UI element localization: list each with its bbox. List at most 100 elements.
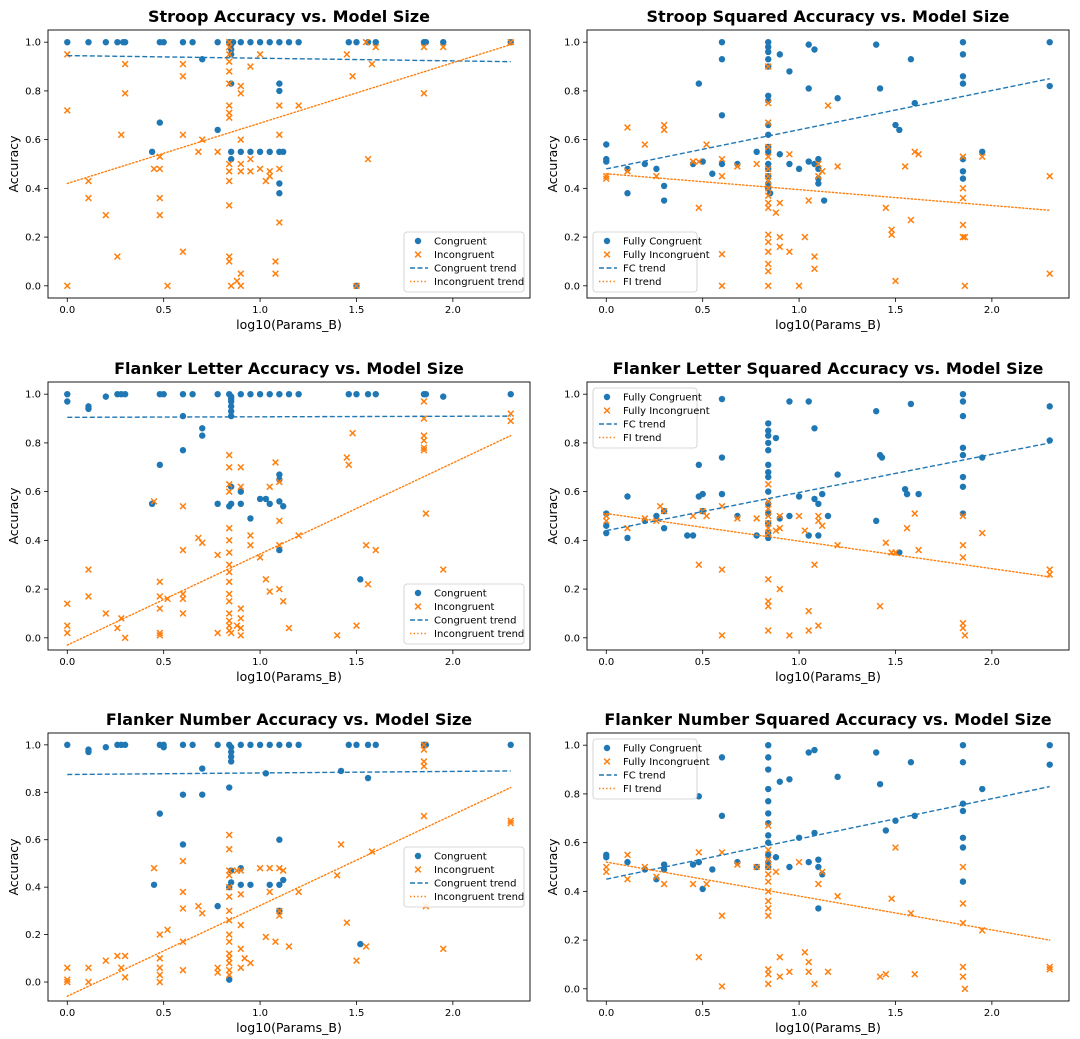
data-point: [241, 954, 249, 962]
data-point: [699, 490, 706, 498]
data-point: [811, 746, 818, 754]
data-point: [824, 512, 832, 520]
data-point: [795, 282, 803, 290]
data-point: [873, 41, 880, 48]
data-point: [225, 258, 233, 265]
data-point: [85, 964, 92, 972]
data-point: [237, 136, 245, 144]
data-point: [624, 875, 631, 883]
series-congruent: [64, 38, 514, 290]
data-point: [764, 165, 772, 173]
data-point: [795, 165, 803, 173]
legend-box: [592, 231, 698, 293]
y-tick-label: 0.0: [564, 984, 580, 995]
data-point: [811, 265, 818, 273]
data-point: [765, 754, 772, 761]
data-point: [876, 780, 884, 788]
data-point: [64, 390, 71, 398]
data-point: [805, 85, 812, 92]
data-point: [199, 765, 206, 772]
data-point: [959, 168, 967, 175]
legend-swatch: [414, 589, 422, 597]
data-point: [814, 160, 822, 168]
data-point: [227, 753, 235, 760]
data-point: [641, 515, 649, 522]
data-point: [882, 204, 890, 212]
data-point: [353, 282, 360, 290]
data-point: [440, 38, 447, 46]
data-point: [882, 539, 890, 547]
legend-label: Fully Incongruent: [623, 250, 710, 261]
data-point: [199, 425, 206, 432]
data-point: [718, 631, 726, 639]
y-tick-label: 0.0: [25, 978, 41, 989]
data-point: [364, 155, 372, 163]
data-point: [764, 897, 772, 905]
data-point: [811, 980, 818, 988]
data-point: [660, 507, 668, 515]
data-point: [765, 432, 772, 439]
data-point: [786, 512, 793, 520]
data-point: [901, 163, 909, 170]
data-point: [772, 209, 780, 217]
data-point: [959, 184, 967, 192]
data-point: [64, 38, 71, 46]
y-tick-label: 0.2: [564, 936, 580, 947]
data-point: [237, 89, 245, 97]
data-point: [372, 43, 380, 51]
data-point: [764, 980, 772, 988]
data-point: [834, 773, 841, 781]
data-point: [214, 500, 221, 508]
data-point: [237, 945, 245, 953]
data-point: [364, 38, 372, 46]
data-point: [266, 864, 274, 872]
data-point: [85, 566, 92, 574]
data-point: [237, 890, 245, 898]
data-point: [876, 973, 884, 981]
data-point: [703, 512, 710, 520]
chart-3: Flanker Letter Accuracy vs. Model Size 0.…: [6, 359, 531, 684]
data-point: [276, 190, 283, 197]
data-point: [262, 495, 270, 503]
data-point: [603, 141, 610, 148]
data-point: [765, 741, 772, 749]
data-point: [372, 390, 379, 398]
data-point: [225, 43, 233, 51]
data-point: [121, 60, 129, 68]
data-point: [814, 622, 822, 630]
y-tick-label: 0.6: [564, 487, 580, 498]
data-point: [660, 197, 668, 204]
legend-box: [592, 738, 698, 800]
data-point: [279, 597, 287, 605]
data-point: [275, 165, 283, 173]
data-point: [225, 67, 233, 75]
data-point: [368, 60, 376, 68]
data-point: [907, 759, 915, 766]
chart-4: Flanker Letter Squared Accuracy vs. Mode…: [545, 359, 1070, 684]
legend-label: Congruent trend: [434, 264, 516, 275]
data-point: [765, 447, 772, 454]
data-point: [834, 892, 842, 900]
data-point: [764, 192, 772, 200]
data-point: [764, 480, 772, 488]
y-tick-label: 1.0: [25, 390, 41, 401]
data-point: [776, 51, 783, 58]
data-point: [765, 43, 772, 51]
legend-swatch: [414, 237, 422, 245]
data-point: [227, 744, 235, 751]
data-point: [276, 881, 283, 888]
legend-label: Fully Incongruent: [623, 406, 710, 417]
legend: Fully Congruent Fully Incongruent FC trend…: [592, 387, 710, 449]
data-point: [815, 500, 822, 508]
data-point: [237, 921, 245, 929]
data-point: [1046, 403, 1053, 410]
data-point: [121, 390, 129, 398]
data-point: [892, 277, 899, 285]
data-point: [873, 749, 880, 756]
legend-swatch: [603, 407, 611, 414]
y-tick-label: 0.2: [564, 585, 580, 596]
data-point: [959, 473, 967, 481]
data-point: [227, 155, 235, 163]
chart-title: Stroop Accuracy vs. Model Size: [148, 7, 430, 26]
data-point: [820, 197, 828, 204]
